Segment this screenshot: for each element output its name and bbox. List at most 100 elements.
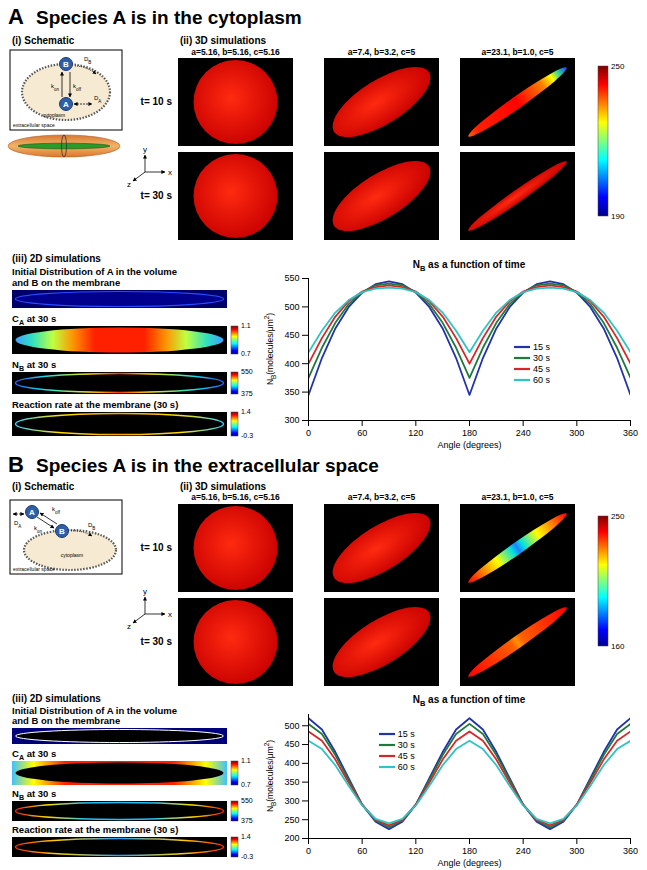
svg-text:450: 450 — [284, 330, 299, 340]
svg-text:Species A is in the extracellu: Species A is in the extracellular space — [36, 455, 379, 476]
svg-text:NB at 30 s: NB at 30 s — [12, 788, 56, 802]
svg-text:-0.3: -0.3 — [241, 432, 253, 439]
svg-text:0.7: 0.7 — [241, 781, 251, 788]
svg-text:Initial Distribution of A in t: Initial Distribution of A in the volume — [12, 266, 177, 277]
svg-text:Species A is in the cytoplasm: Species A is in the cytoplasm — [36, 7, 302, 28]
svg-text:t= 30 s: t= 30 s — [141, 636, 173, 647]
svg-text:y: y — [143, 145, 147, 154]
svg-text:120: 120 — [408, 428, 423, 438]
svg-text:500: 500 — [284, 302, 299, 312]
svg-text:a=5.16, b=5.16, c=5.16: a=5.16, b=5.16, c=5.16 — [191, 492, 280, 502]
svg-text:B: B — [8, 452, 24, 477]
svg-text:240: 240 — [516, 846, 531, 856]
svg-text:B: B — [59, 527, 65, 536]
svg-text:DB: DB — [88, 522, 95, 531]
svg-text:120: 120 — [408, 846, 423, 856]
svg-text:z: z — [127, 622, 131, 631]
svg-text:360: 360 — [623, 428, 638, 438]
svg-text:240: 240 — [516, 428, 531, 438]
svg-text:400: 400 — [284, 758, 299, 768]
svg-text:160: 160 — [611, 642, 625, 651]
svg-text:375: 375 — [241, 390, 253, 397]
svg-text:250: 250 — [284, 815, 299, 825]
svg-text:x: x — [168, 610, 172, 619]
svg-text:180: 180 — [462, 428, 477, 438]
svg-text:A: A — [63, 100, 69, 109]
svg-text:0: 0 — [306, 428, 311, 438]
svg-text:t= 10 s: t= 10 s — [141, 96, 173, 107]
svg-text:350: 350 — [284, 777, 299, 787]
svg-text:300: 300 — [569, 428, 584, 438]
svg-text:360: 360 — [623, 846, 638, 856]
svg-text:550: 550 — [241, 368, 253, 375]
svg-text:400: 400 — [284, 359, 299, 369]
svg-text:CA at 30 s: CA at 30 s — [12, 748, 56, 762]
svg-text:(iii) 2D simulations: (iii) 2D simulations — [12, 253, 101, 264]
svg-text:NB(molecules/μm2): NB(molecules/μm2) — [263, 313, 277, 385]
svg-text:(i) Schematic: (i) Schematic — [12, 481, 75, 492]
svg-text:1.1: 1.1 — [241, 757, 251, 764]
svg-text:DB: DB — [84, 56, 91, 65]
svg-text:500: 500 — [284, 721, 299, 731]
svg-text:a=23.1, b=1.0, c=5: a=23.1, b=1.0, c=5 — [481, 47, 553, 57]
svg-text:NB as a function of time: NB as a function of time — [413, 259, 526, 273]
svg-text:375: 375 — [241, 817, 253, 824]
svg-text:koff: koff — [52, 506, 61, 515]
svg-text:250: 250 — [611, 512, 625, 521]
svg-text:kon: kon — [51, 83, 60, 92]
svg-text:a=7.4, b=3.2, c=5: a=7.4, b=3.2, c=5 — [348, 47, 416, 57]
svg-text:Reaction rate at the membrane: Reaction rate at the membrane (30 s) — [12, 399, 178, 410]
svg-text:y: y — [143, 587, 147, 596]
svg-text:B: B — [63, 60, 69, 69]
svg-text:300: 300 — [569, 846, 584, 856]
svg-text:Reaction rate at the membrane: Reaction rate at the membrane (30 s) — [12, 824, 178, 835]
svg-text:NB(molecules/μm2): NB(molecules/μm2) — [263, 740, 277, 812]
svg-text:x: x — [168, 168, 172, 177]
svg-text:cytoplasm: cytoplasm — [43, 112, 66, 118]
svg-text:and B on the membrane: and B on the membrane — [12, 277, 120, 288]
svg-text:kon: kon — [34, 525, 43, 534]
svg-text:Angle (degrees): Angle (degrees) — [437, 858, 501, 868]
svg-text:extracellular space: extracellular space — [13, 122, 55, 128]
svg-text:NB as a function of time: NB as a function of time — [413, 694, 526, 708]
svg-text:A: A — [29, 508, 35, 517]
svg-text:(iii) 2D simulations: (iii) 2D simulations — [12, 693, 101, 704]
svg-text:60: 60 — [357, 846, 367, 856]
svg-text:extracellular space: extracellular space — [13, 566, 55, 572]
svg-text:550: 550 — [241, 797, 253, 804]
svg-text:450: 450 — [284, 739, 299, 749]
svg-text:300: 300 — [284, 796, 299, 806]
svg-text:1.4: 1.4 — [241, 408, 251, 415]
svg-text:and B on the membrane: and B on the membrane — [12, 715, 120, 726]
svg-text:190: 190 — [611, 212, 625, 221]
svg-text:0.7: 0.7 — [241, 350, 251, 357]
svg-text:300: 300 — [284, 415, 299, 425]
svg-text:A: A — [8, 4, 24, 29]
svg-text:DA: DA — [14, 520, 21, 529]
svg-text:-0.3: -0.3 — [241, 853, 253, 860]
svg-text:200: 200 — [284, 833, 299, 843]
svg-text:350: 350 — [284, 387, 299, 397]
svg-text:(i) Schematic: (i) Schematic — [12, 35, 75, 46]
svg-text:0: 0 — [306, 846, 311, 856]
svg-text:DA: DA — [94, 95, 101, 104]
svg-text:z: z — [127, 180, 131, 189]
svg-text:60: 60 — [357, 428, 367, 438]
svg-text:550: 550 — [284, 273, 299, 283]
svg-text:180: 180 — [462, 846, 477, 856]
svg-text:(ii) 3D simulations: (ii) 3D simulations — [180, 35, 267, 46]
svg-text:cytoplasm: cytoplasm — [61, 552, 84, 558]
svg-text:250: 250 — [611, 62, 625, 71]
svg-text:1.1: 1.1 — [241, 322, 251, 329]
svg-text:NB at 30 s: NB at 30 s — [12, 359, 56, 373]
svg-text:a=7.4, b=3.2, c=5: a=7.4, b=3.2, c=5 — [348, 492, 416, 502]
svg-text:a=23.1, b=1.0, c=5: a=23.1, b=1.0, c=5 — [481, 492, 553, 502]
svg-text:t= 10 s: t= 10 s — [141, 542, 173, 553]
svg-text:Angle (degrees): Angle (degrees) — [437, 440, 501, 450]
svg-text:a=5.16, b=5.16, c=5.16: a=5.16, b=5.16, c=5.16 — [191, 47, 280, 57]
svg-text:t= 30 s: t= 30 s — [141, 190, 173, 201]
svg-text:(ii) 3D simulations: (ii) 3D simulations — [180, 481, 267, 492]
svg-text:CA at 30 s: CA at 30 s — [12, 313, 56, 327]
svg-text:1.4: 1.4 — [241, 833, 251, 840]
svg-text:koff: koff — [73, 83, 82, 92]
